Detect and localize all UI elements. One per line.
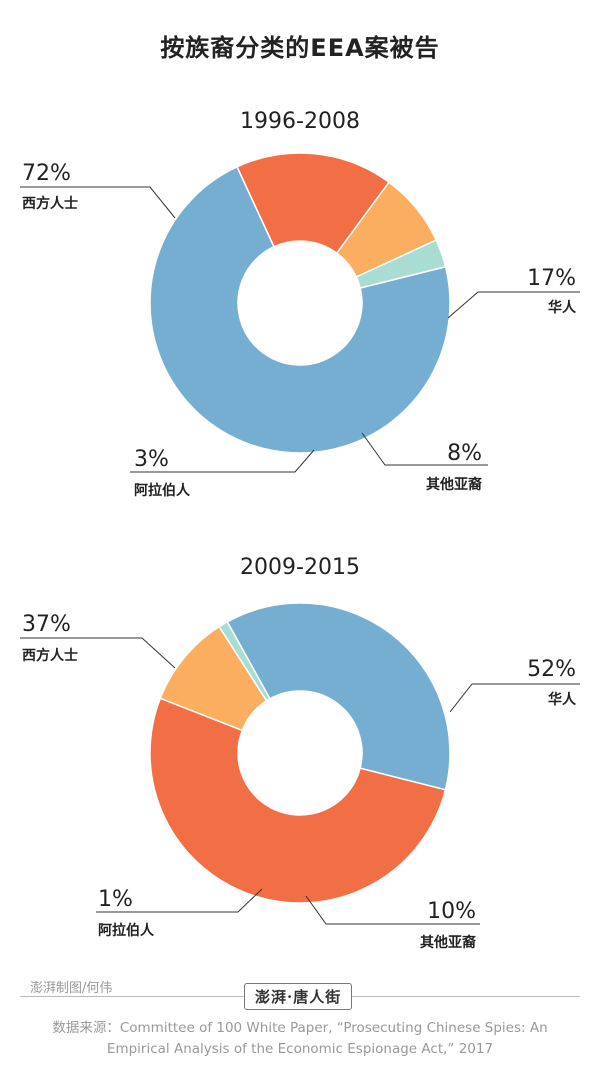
logo: 澎湃·唐人街 bbox=[244, 983, 353, 1010]
category-label: 西方人士 bbox=[22, 195, 78, 212]
main-title: 按族裔分类的EEA案被告 bbox=[160, 34, 440, 62]
percent-label: 17% bbox=[527, 266, 576, 291]
donut-slice-1 bbox=[149, 165, 451, 454]
leader-line bbox=[449, 683, 580, 713]
donut-charts: 1996-200872%西方人士17%华人8%其他亚裔3%阿拉伯人2009-20… bbox=[20, 109, 580, 951]
credit-text: 澎湃制图/何伟 bbox=[30, 981, 113, 996]
donut-slice-1 bbox=[226, 602, 451, 791]
category-label: 其他亚裔 bbox=[420, 934, 476, 951]
percent-label: 10% bbox=[427, 899, 476, 924]
leader-line bbox=[20, 637, 176, 669]
category-label: 阿拉伯人 bbox=[134, 482, 191, 499]
donut-chart-2: 2009-2015 37% 西方人士 52% 华人 10% 其他亚裔 1% 阿拉伯人 bbox=[20, 555, 580, 951]
category-label: 华人 bbox=[548, 299, 577, 316]
percent-label: 8% bbox=[447, 441, 482, 466]
leader-line bbox=[361, 432, 488, 466]
percent-label: 52% bbox=[527, 657, 576, 682]
donut-chart-1: 1996-2008 72% 西方人士 17% 华人 8% 其他亚裔 3% 阿拉伯人 bbox=[20, 109, 580, 499]
percent-label: 37% bbox=[22, 612, 71, 637]
percent-label: 3% bbox=[134, 447, 169, 472]
donut-slice-4 bbox=[355, 239, 447, 289]
percent-label: 72% bbox=[22, 161, 71, 186]
category-label: 华人 bbox=[548, 691, 577, 708]
percent-label: 1% bbox=[98, 887, 133, 912]
leader-line bbox=[130, 449, 315, 473]
leader-line bbox=[305, 895, 480, 925]
donut-slice-2 bbox=[149, 697, 447, 904]
chart-title: 2009-2015 bbox=[240, 555, 360, 580]
donut-slice-2 bbox=[236, 152, 391, 255]
donut-slice-4 bbox=[218, 620, 271, 702]
category-label: 西方人士 bbox=[22, 647, 78, 664]
leader-line bbox=[20, 186, 176, 219]
leader-line bbox=[447, 291, 580, 319]
category-label: 阿拉伯人 bbox=[98, 922, 155, 939]
chart-title: 1996-2008 bbox=[240, 109, 360, 134]
source-note: 数据来源：Committee of 100 White Paper, “Pros… bbox=[52, 1020, 548, 1057]
category-label: 其他亚裔 bbox=[426, 476, 482, 493]
leader-line bbox=[96, 888, 263, 913]
